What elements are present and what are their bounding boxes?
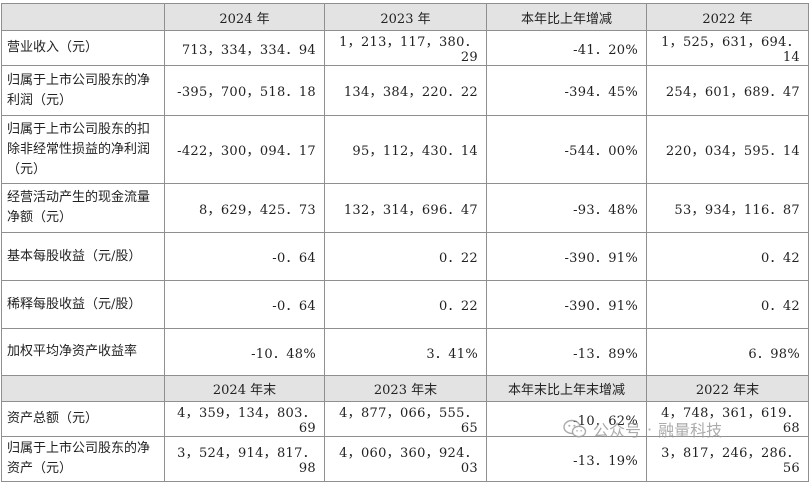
header-cell: 本年末比上年末增减 bbox=[486, 375, 647, 402]
row-label: 归属于上市公司股东的扣除非经常性损益的净利润（元） bbox=[1, 115, 165, 184]
value-cell: -10．48% bbox=[164, 328, 325, 376]
row-label: 经营活动产生的现金流量净额（元） bbox=[1, 183, 165, 233]
value-cell: -0．64 bbox=[164, 280, 325, 329]
value-cell: 0．22 bbox=[324, 232, 487, 281]
value-cell: 95，112，430．14 bbox=[324, 115, 487, 184]
value-cell: 3，817，246，286．56 bbox=[646, 436, 809, 482]
table-row: 归属于上市公司股东的净资产（元） 3，524，914，817．98 4，060，… bbox=[1, 436, 809, 482]
value-cell: -93．48% bbox=[486, 183, 647, 233]
value-cell: -390．91% bbox=[486, 232, 647, 281]
value-cell: 4，748，361，619．68 bbox=[646, 401, 809, 437]
table-row: 资产总额（元） 4，359，134，803．69 4，877，066，555．6… bbox=[1, 401, 809, 437]
value-cell: 4，060，360，924．03 bbox=[324, 436, 487, 482]
value-cell: 713，334，334．94 bbox=[164, 30, 325, 66]
table-row: 基本每股收益（元/股） -0．64 0．22 -390．91% 0．42 bbox=[1, 232, 809, 281]
value-cell: -544．00% bbox=[486, 115, 647, 184]
value-cell: 0．42 bbox=[646, 232, 809, 281]
value-cell: -13．19% bbox=[486, 436, 647, 482]
header-cell: 本年比上年增减 bbox=[486, 3, 647, 31]
value-cell: 6．98% bbox=[646, 328, 809, 376]
table-header-row: 2024 年末 2023 年末 本年末比上年末增减 2022 年末 bbox=[1, 375, 809, 402]
value-cell: -41．20% bbox=[486, 30, 647, 66]
header-cell bbox=[1, 375, 165, 402]
value-cell: 4，877，066，555．65 bbox=[324, 401, 487, 437]
header-cell bbox=[1, 3, 165, 31]
value-cell: 3，524，914，817．98 bbox=[164, 436, 325, 482]
value-cell: -390．91% bbox=[486, 280, 647, 329]
value-cell: 1，525，631，694．14 bbox=[646, 30, 809, 66]
header-cell: 2024 年 bbox=[164, 3, 325, 31]
value-cell: -0．64 bbox=[164, 232, 325, 281]
value-cell: 4，359，134，803．69 bbox=[164, 401, 325, 437]
header-cell: 2023 年末 bbox=[324, 375, 487, 402]
value-cell: -395，700，518．18 bbox=[164, 65, 325, 116]
table-row: 营业收入（元） 713，334，334．94 1，213，117，380．29 … bbox=[1, 30, 809, 66]
header-cell: 2024 年末 bbox=[164, 375, 325, 402]
value-cell: 220，034，595．14 bbox=[646, 115, 809, 184]
value-cell: -422，300，094．17 bbox=[164, 115, 325, 184]
table-row: 稀释每股收益（元/股） -0．64 0．22 -390．91% 0．42 bbox=[1, 280, 809, 329]
header-cell: 2023 年 bbox=[324, 3, 487, 31]
value-cell: 53，934，116．87 bbox=[646, 183, 809, 233]
row-label: 基本每股收益（元/股） bbox=[1, 232, 165, 281]
value-cell: -13．89% bbox=[486, 328, 647, 376]
value-cell: 134，384，220．22 bbox=[324, 65, 487, 116]
value-cell: -10．62% bbox=[486, 401, 647, 437]
value-cell: 0．42 bbox=[646, 280, 809, 329]
value-cell: 254，601，689．47 bbox=[646, 65, 809, 116]
row-label: 资产总额（元） bbox=[1, 401, 165, 437]
table-header-row: 2024 年 2023 年 本年比上年增减 2022 年 bbox=[1, 3, 809, 31]
value-cell: 132，314，696．47 bbox=[324, 183, 487, 233]
value-cell: 3．41% bbox=[324, 328, 487, 376]
table-row: 归属于上市公司股东的扣除非经常性损益的净利润（元） -422，300，094．1… bbox=[1, 115, 809, 184]
value-cell: -394．45% bbox=[486, 65, 647, 116]
row-label: 归属于上市公司股东的净资产（元） bbox=[1, 436, 165, 482]
header-cell: 2022 年末 bbox=[646, 375, 809, 402]
table-row: 加权平均净资产收益率 -10．48% 3．41% -13．89% 6．98% bbox=[1, 328, 809, 376]
row-label: 营业收入（元） bbox=[1, 30, 165, 66]
financial-summary-table: 2024 年 2023 年 本年比上年增减 2022 年 营业收入（元） 713… bbox=[1, 3, 809, 482]
table-row: 经营活动产生的现金流量净额（元） 8，629，425．73 132，314，69… bbox=[1, 183, 809, 233]
value-cell: 1，213，117，380．29 bbox=[324, 30, 487, 66]
row-label: 归属于上市公司股东的净利润（元） bbox=[1, 65, 165, 116]
header-cell: 2022 年 bbox=[646, 3, 809, 31]
table-row: 归属于上市公司股东的净利润（元） -395，700，518．18 134，384… bbox=[1, 65, 809, 116]
row-label: 加权平均净资产收益率 bbox=[1, 328, 165, 376]
value-cell: 8，629，425．73 bbox=[164, 183, 325, 233]
value-cell: 0．22 bbox=[324, 280, 487, 329]
row-label: 稀释每股收益（元/股） bbox=[1, 280, 165, 329]
